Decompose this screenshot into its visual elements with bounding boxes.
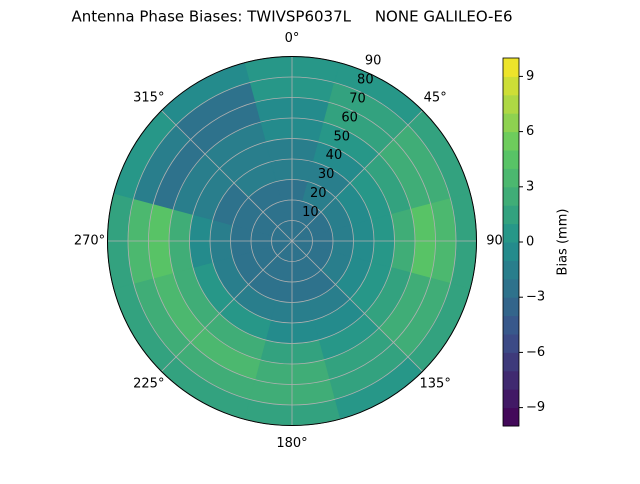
theta-tick-label: 225°: [133, 377, 164, 392]
r-tick-label: 40: [326, 148, 343, 163]
colorbar: −9 −6 −3 0 3 6 9 Bias (mm): [502, 57, 571, 427]
colorbar-band: [503, 113, 519, 133]
theta-tick-label: 270°: [74, 234, 105, 249]
theta-tick-label: 0°: [285, 31, 300, 46]
theta-tick-label: 180°: [276, 436, 307, 451]
grid-spoke: [161, 240, 293, 372]
colorbar-band: [503, 389, 519, 409]
grid-spoke: [291, 240, 423, 372]
colorbar-band: [503, 168, 519, 188]
colorbar-tick-label: 3: [526, 179, 534, 194]
colorbar-band: [503, 150, 519, 169]
colorbar-band: [503, 58, 519, 77]
r-tick-label: 90: [365, 54, 382, 69]
grid: [107, 56, 477, 426]
colorbar-tick-label: 0: [526, 235, 534, 250]
r-tick-label: 80: [357, 72, 374, 87]
colorbar-band: [503, 76, 519, 96]
colorbar-band: [503, 315, 519, 335]
r-tick-label: 10: [302, 205, 319, 220]
r-tick-label: 30: [318, 167, 335, 182]
colorbar-label: Bias (mm): [556, 209, 571, 276]
colorbar-tick-label: 9: [526, 69, 534, 84]
colorbar-band: [503, 205, 519, 225]
colorbar-tick-label: −3: [526, 290, 545, 305]
colorbar-band: [503, 260, 519, 280]
colorbar-tick-label: 6: [526, 124, 534, 139]
colorbar-band: [503, 94, 519, 114]
colorbar-band: [503, 278, 519, 298]
colorbar-band: [503, 370, 519, 390]
r-tick-label: 60: [341, 110, 358, 125]
labels: 10 20 30 40 50 60 70 80 90 0° 45° 90 135° 180° 225° 270…: [74, 31, 503, 451]
r-tick-label: 50: [334, 129, 351, 144]
colorbar-band: [503, 242, 519, 261]
theta-tick-label: 315°: [133, 90, 164, 105]
colorbar-band: [503, 407, 519, 427]
colorbar-band: [503, 352, 519, 372]
colorbar-band: [503, 186, 519, 206]
theta-tick-label: 45°: [424, 90, 447, 105]
colorbar-band: [503, 223, 519, 243]
grid-spoke: [291, 110, 423, 242]
polar-frame: [107, 56, 477, 426]
grid-spoke: [161, 110, 293, 242]
colorbar-tick-label: −6: [526, 345, 545, 360]
colorbar-tick-label: −9: [526, 400, 545, 415]
r-tick-label: 70: [349, 91, 366, 106]
chart-title: Antenna Phase Biases: TWIVSP6037L NONE G…: [71, 8, 512, 26]
r-tick-label: 20: [310, 186, 327, 201]
colorbar-band: [503, 131, 519, 151]
theta-tick-label: 135°: [420, 377, 451, 392]
colorbar-band: [503, 297, 519, 317]
theta-tick-label: 90: [486, 234, 503, 249]
colorbar-band: [503, 334, 519, 353]
